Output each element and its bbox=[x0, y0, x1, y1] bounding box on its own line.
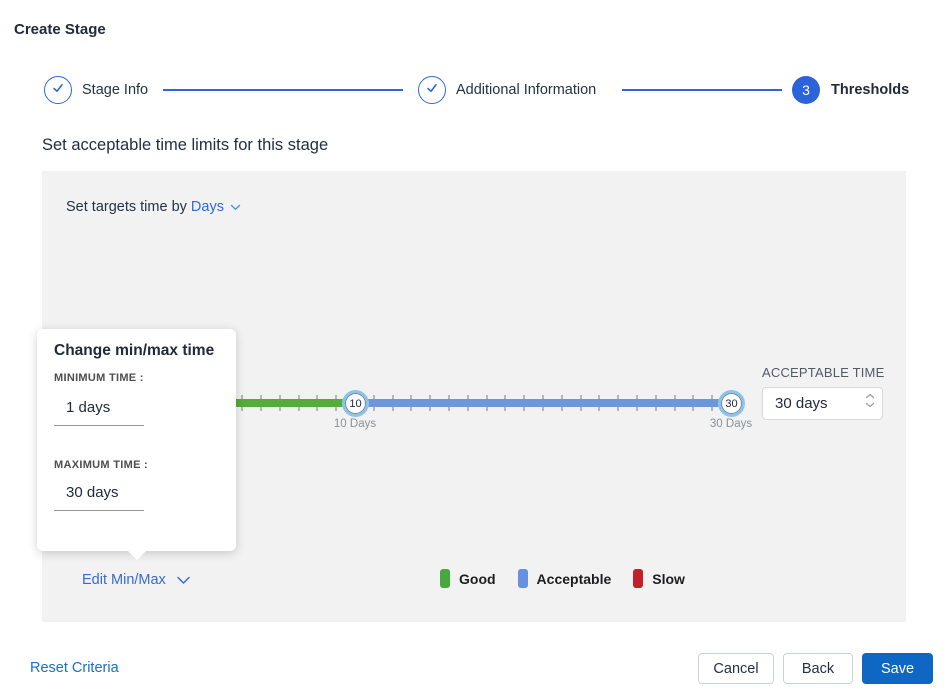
save-button[interactable]: Save bbox=[862, 653, 933, 684]
step-3-circle[interactable]: 3 bbox=[792, 76, 820, 104]
slider-max-handle[interactable]: 30 bbox=[718, 390, 745, 417]
cancel-button[interactable]: Cancel bbox=[698, 653, 774, 684]
stepper-connector bbox=[163, 89, 403, 91]
maximum-time-label: MAXIMUM TIME : bbox=[54, 459, 149, 471]
legend-item-good: Good bbox=[440, 569, 496, 588]
step-2-circle[interactable] bbox=[418, 76, 446, 104]
legend-item-slow: Slow bbox=[633, 569, 685, 588]
step-1-circle[interactable] bbox=[44, 76, 72, 104]
back-button[interactable]: Back bbox=[783, 653, 853, 684]
unit-dropdown-value: Days bbox=[190, 199, 224, 215]
check-icon bbox=[51, 81, 65, 100]
minimum-time-label: MINIMUM TIME : bbox=[54, 372, 144, 384]
targets-prefix: Set targets time by bbox=[66, 199, 187, 215]
chevron-up-icon bbox=[865, 393, 875, 399]
legend-label: Acceptable bbox=[536, 570, 612, 587]
edit-minmax-link[interactable]: Edit Min/Max bbox=[82, 572, 191, 588]
good-swatch bbox=[440, 569, 450, 588]
check-icon bbox=[425, 81, 439, 100]
thresholds-panel: Set targets time by Days 10 30 10 Days 3… bbox=[37, 171, 906, 622]
acceptable-swatch bbox=[517, 569, 528, 588]
slow-swatch bbox=[633, 569, 644, 588]
maximum-time-field bbox=[54, 479, 144, 511]
unit-dropdown[interactable]: Days bbox=[191, 199, 241, 215]
page-title: Create Stage bbox=[14, 21, 106, 38]
minimum-time-input[interactable] bbox=[54, 394, 144, 426]
minimum-time-field bbox=[54, 394, 144, 426]
minmax-popup: Change min/max time MINIMUM TIME : MAXIM… bbox=[37, 329, 236, 551]
reset-criteria-link[interactable]: Reset Criteria bbox=[30, 660, 119, 676]
slider-min-handle-value: 10 bbox=[345, 393, 366, 414]
section-heading: Set acceptable time limits for this stag… bbox=[42, 136, 329, 154]
legend-label: Slow bbox=[652, 570, 685, 587]
slider-track-acceptable bbox=[355, 399, 731, 407]
slider-max-label: 30 Days bbox=[709, 418, 753, 430]
popup-title: Change min/max time bbox=[54, 342, 215, 359]
legend-item-acceptable: Acceptable bbox=[517, 569, 612, 588]
slider-min-handle[interactable]: 10 bbox=[342, 390, 369, 417]
chevron-down-icon bbox=[230, 199, 241, 215]
stepper-connector bbox=[622, 89, 782, 91]
slider-track-good bbox=[167, 399, 355, 407]
acceptable-time-stepper[interactable] bbox=[865, 393, 875, 408]
edit-minmax-label: Edit Min/Max bbox=[82, 572, 166, 588]
chevron-down-icon bbox=[176, 576, 191, 585]
chevron-down-icon bbox=[865, 402, 875, 408]
legend-label: Good bbox=[459, 570, 496, 587]
acceptable-time-input[interactable] bbox=[763, 388, 882, 419]
step-1-label: Stage Info bbox=[82, 82, 149, 98]
targets-bar: Set targets time by Days bbox=[66, 199, 241, 215]
acceptable-time-field bbox=[762, 387, 883, 420]
legend: Good Acceptable Slow bbox=[440, 569, 685, 588]
maximum-time-input[interactable] bbox=[54, 479, 144, 511]
slider-max-handle-value: 30 bbox=[721, 393, 742, 414]
step-3-label: Thresholds bbox=[831, 82, 910, 98]
acceptable-time-label: ACCEPTABLE TIME bbox=[762, 365, 885, 380]
step-2-label: Additional Information bbox=[456, 82, 597, 98]
step-3-number: 3 bbox=[802, 82, 810, 98]
slider-min-label: 10 Days bbox=[333, 418, 377, 430]
popup-arrow bbox=[128, 551, 146, 560]
